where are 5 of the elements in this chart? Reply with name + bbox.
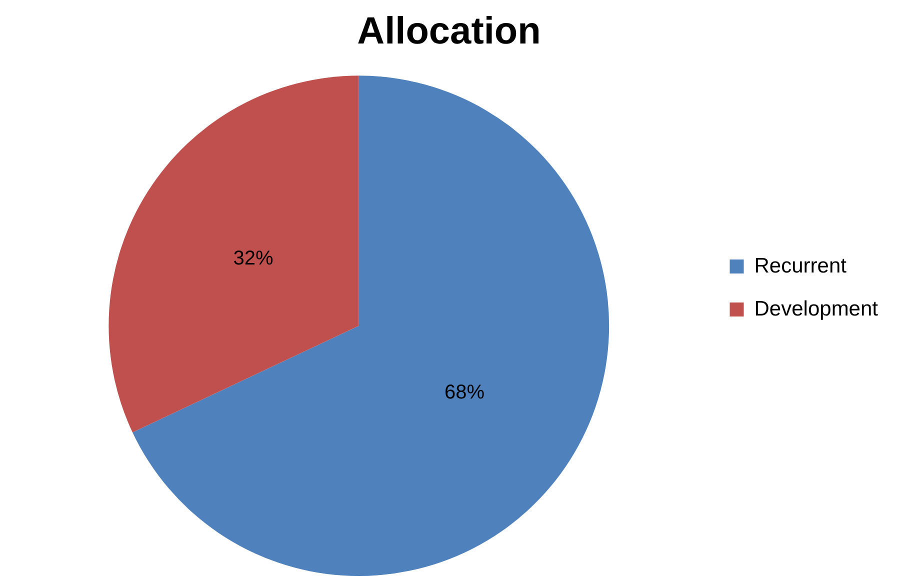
legend-label: Development bbox=[754, 297, 878, 320]
chart-title: Allocation bbox=[357, 10, 541, 52]
data-label: 68% bbox=[444, 381, 485, 404]
data-label: 32% bbox=[233, 247, 274, 270]
legend-label: Recurrent bbox=[754, 254, 847, 278]
